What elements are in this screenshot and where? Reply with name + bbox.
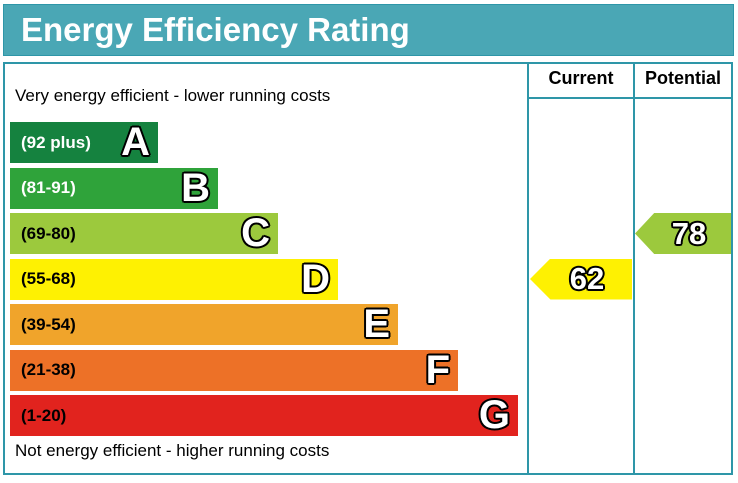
band-f: (21-38) F (10, 347, 458, 392)
band-letter: B (181, 165, 210, 210)
band-letter: C (241, 211, 270, 255)
band-range-label: (1-20) (21, 405, 67, 425)
band-letter: G (478, 393, 510, 437)
band-a: (92 plus) A (10, 122, 158, 163)
band-c: (69-80) C (10, 213, 278, 254)
current-column-header: Current (548, 68, 614, 88)
band-range-label: (92 plus) (21, 132, 91, 152)
current-rating-arrow: 62 (530, 258, 632, 300)
potential-column-divider (633, 64, 635, 473)
band-letter: E (363, 302, 390, 346)
band-letter: A (121, 120, 150, 164)
band-range-label: (81-91) (21, 178, 76, 197)
band-range-label: (69-80) (21, 223, 76, 243)
chart-area: Current Potential Very energy efficient … (3, 62, 733, 475)
potential-rating-arrow: 78 (635, 213, 731, 254)
top-note: Very energy efficient - lower running co… (15, 86, 331, 105)
band-e: (39-54) E (10, 304, 398, 345)
potential-rating-value: 78 (671, 215, 707, 251)
current-column-divider (527, 64, 529, 473)
band-b: (81-91) B (10, 165, 218, 210)
band-g: (1-20) G (10, 395, 518, 436)
band-d: (55-68) D (10, 256, 338, 301)
band-range-label: (55-68) (21, 269, 76, 288)
band-letter: D (301, 256, 330, 301)
band-range-label: (39-54) (21, 314, 76, 334)
bottom-note: Not energy efficient - higher running co… (15, 441, 330, 460)
column-header-underline (527, 97, 731, 99)
page-title: Energy Efficiency Rating (3, 4, 734, 56)
current-rating-value: 62 (569, 261, 605, 296)
band-letter: F (425, 347, 450, 392)
potential-column-header: Potential (644, 68, 721, 88)
band-range-label: (21-38) (21, 360, 76, 379)
